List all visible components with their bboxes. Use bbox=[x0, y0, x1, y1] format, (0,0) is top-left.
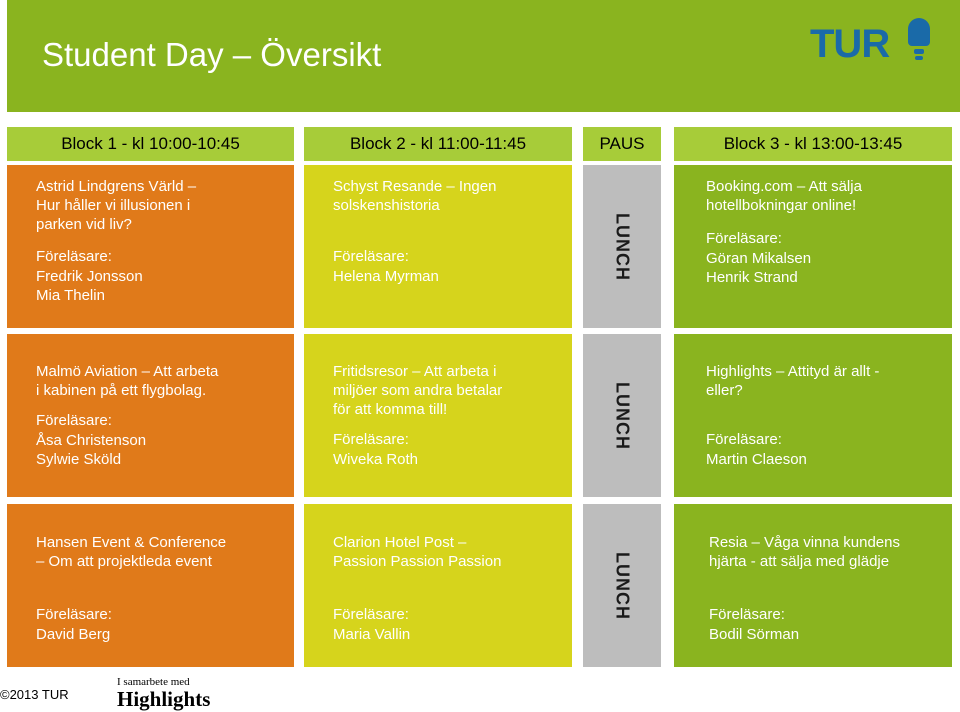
title-line: Hansen Event & Conference bbox=[36, 534, 227, 551]
title-line: hotellbokningar online! bbox=[706, 197, 857, 214]
speaker-name: Maria Vallin bbox=[333, 626, 411, 643]
title-line: Malmö Aviation – Att arbeta bbox=[36, 363, 219, 380]
title-line: Clarion Hotel Post – bbox=[333, 534, 467, 551]
session-card: Fritidsresor – Att arbeta i miljöer som … bbox=[304, 334, 572, 497]
speaker-label: Föreläsare: bbox=[706, 431, 782, 448]
lightbulb-base-2 bbox=[915, 56, 923, 60]
speaker-name: Mia Thelin bbox=[36, 287, 105, 304]
session-card: Clarion Hotel Post – Passion Passion Pas… bbox=[304, 504, 572, 667]
title-line: parken vid liv? bbox=[36, 216, 132, 233]
speaker-name: Sylwie Sköld bbox=[36, 451, 122, 468]
speaker-label: Föreläsare: bbox=[36, 248, 112, 265]
speaker-label: Föreläsare: bbox=[706, 230, 782, 247]
lunch-label: LUNCH bbox=[612, 551, 633, 620]
title-line: Hur håller vi illusionen i bbox=[36, 197, 191, 214]
lunch-slot: LUNCH bbox=[583, 334, 661, 497]
speaker-name: Göran Mikalsen bbox=[706, 250, 812, 267]
title-line: Astrid Lindgrens Värld – bbox=[36, 178, 197, 195]
partner-logo: I samarbete med Highlights bbox=[117, 676, 210, 712]
title-line: hjärta - att sälja med glädje bbox=[709, 553, 890, 570]
speaker-name: Bodil Sörman bbox=[709, 626, 800, 643]
speaker-label: Föreläsare: bbox=[709, 606, 785, 623]
block1-header: Block 1 - kl 10:00-10:45 bbox=[7, 127, 294, 161]
speaker-name: Fredrik Jonsson bbox=[36, 268, 143, 285]
lunch-label: LUNCH bbox=[612, 212, 633, 281]
copyright: ©2013 TUR bbox=[0, 687, 69, 702]
session-card: Resia – Våga vinna kundens hjärta - att … bbox=[674, 504, 952, 667]
session-card: Malmö Aviation – Att arbeta i kabinen på… bbox=[7, 334, 294, 497]
logo-text: TUR bbox=[810, 22, 890, 66]
session-card: Highlights – Attityd är allt - eller? Fö… bbox=[674, 334, 952, 497]
title-line: Resia – Våga vinna kundens bbox=[709, 534, 900, 551]
lunch-slot: LUNCH bbox=[583, 165, 661, 328]
speaker-label: Föreläsare: bbox=[333, 431, 409, 448]
title-line: – Om att projektleda event bbox=[36, 553, 212, 570]
header-band bbox=[7, 0, 960, 112]
speaker-name: Martin Claeson bbox=[706, 451, 807, 468]
partner-caption: I samarbete med bbox=[117, 676, 190, 688]
block2-header: Block 2 - kl 11:00-11:45 bbox=[304, 127, 572, 161]
speaker-name: Henrik Strand bbox=[706, 269, 798, 286]
speaker-label: Föreläsare: bbox=[333, 606, 409, 623]
session-card: Astrid Lindgrens Värld – Hur håller vi i… bbox=[7, 165, 294, 328]
title-line: Schyst Resande – Ingen bbox=[333, 178, 497, 195]
session-card: Booking.com – Att sälja hotellbokningar … bbox=[674, 165, 952, 328]
speaker-name: Åsa Christenson bbox=[36, 432, 147, 449]
title-line: för att komma till! bbox=[333, 401, 448, 418]
title-line: miljöer som andra betalar bbox=[333, 382, 503, 399]
lunch-slot: LUNCH bbox=[583, 504, 661, 667]
lunch-label: LUNCH bbox=[612, 381, 633, 450]
partner-name: Highlights bbox=[117, 687, 211, 711]
title-line: Fritidsresor – Att arbeta i bbox=[333, 363, 497, 380]
session-card: Hansen Event & Conference – Om att proje… bbox=[7, 504, 294, 667]
session-title: Astrid Lindgrens Värld – Hur håller vi i… bbox=[36, 177, 294, 234]
session-card: Schyst Resande – Ingen solskenshistoria … bbox=[304, 165, 572, 328]
page-title: Student Day – Översikt bbox=[42, 36, 382, 73]
title-line: Highlights – Attityd är allt - bbox=[706, 363, 880, 380]
speaker-label: Föreläsare: bbox=[36, 412, 112, 429]
block3-header: Block 3 - kl 13:00-13:45 bbox=[674, 127, 952, 161]
title-line: i kabinen på ett flygbolag. bbox=[36, 382, 207, 399]
speaker-label: Föreläsare: bbox=[333, 248, 409, 265]
title-line: Passion Passion Passion bbox=[333, 553, 502, 570]
lightbulb-base bbox=[914, 49, 924, 54]
lightbulb-icon bbox=[908, 18, 930, 46]
title-line: solskenshistoria bbox=[333, 197, 440, 214]
speaker-label: Föreläsare: bbox=[36, 606, 112, 623]
title-line: Booking.com – Att sälja bbox=[706, 178, 862, 195]
title-line: eller? bbox=[706, 382, 743, 399]
speaker-name: David Berg bbox=[36, 626, 111, 643]
speaker-name: Helena Myrman bbox=[333, 268, 439, 285]
tur-logo: TUR bbox=[810, 18, 935, 68]
speaker-name: Wiveka Roth bbox=[333, 451, 419, 468]
pause-header: PAUS bbox=[583, 127, 661, 161]
